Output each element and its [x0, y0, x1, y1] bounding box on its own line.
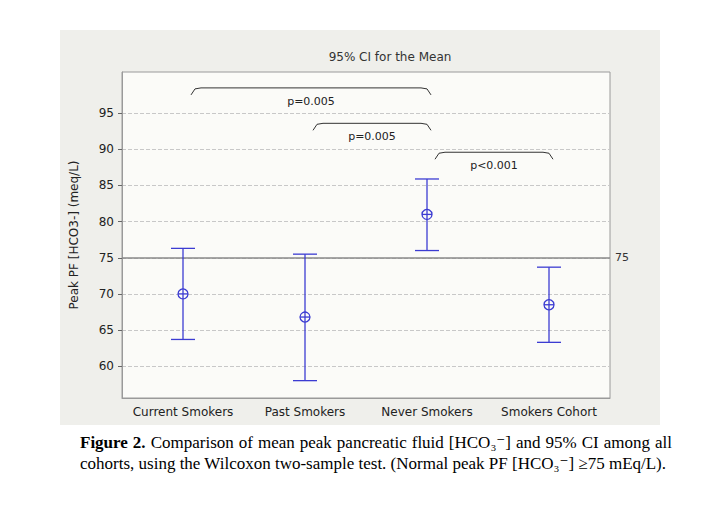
- svg-text:90: 90: [99, 142, 114, 156]
- html-text:Figure 2. Comparison of mean p: Figure 2. Comparison of mean peak pancre…: [80, 433, 672, 473]
- svg-text:p=0.005: p=0.005: [287, 95, 335, 108]
- svg-text:p=0.005: p=0.005: [348, 130, 396, 143]
- svg-text:85: 85: [99, 178, 114, 192]
- svg-text:70: 70: [99, 287, 114, 301]
- svg-text:65: 65: [99, 323, 114, 337]
- svg-text:p<0.001: p<0.001: [470, 159, 518, 172]
- svg-text:Current Smokers: Current Smokers: [133, 405, 234, 419]
- svg-text:Never Smokers: Never Smokers: [381, 405, 472, 419]
- svg-text:75: 75: [615, 251, 629, 264]
- svg-text:95% CI for the Mean: 95% CI for the Mean: [329, 50, 452, 64]
- svg-text:Peak PF [HCO3-] (meq/L): Peak PF [HCO3-] (meq/L): [67, 160, 81, 309]
- svg-text:60: 60: [99, 359, 114, 373]
- svg-text:Smokers Cohort: Smokers Cohort: [501, 405, 597, 419]
- svg-text:Past Smokers: Past Smokers: [265, 405, 346, 419]
- svg-text:75: 75: [99, 251, 114, 265]
- svg-text:95: 95: [99, 106, 114, 120]
- svg-text:80: 80: [99, 215, 114, 229]
